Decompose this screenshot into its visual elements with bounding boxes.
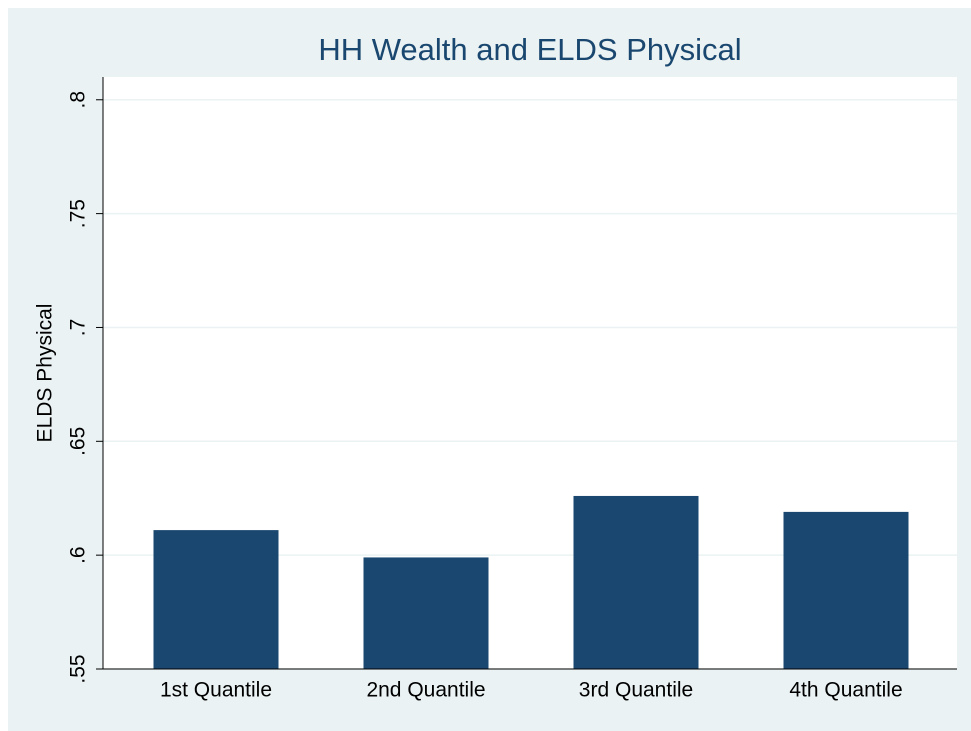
bar [573,495,699,669]
bar [363,557,489,669]
y-tick-label: .75 [67,199,90,228]
y-tick-label: .8 [67,91,90,109]
bar [153,530,279,669]
x-tick-label: 1st Quantile [160,679,272,702]
x-tick-label: 2nd Quantile [366,679,485,702]
x-tick-label: 4th Quantile [789,679,902,702]
chart-title: HH Wealth and ELDS Physical [318,32,741,67]
y-tick-label: .7 [67,319,90,337]
y-tick-label: .6 [67,546,90,564]
x-tick-label: 3rd Quantile [579,679,693,702]
y-tick-label: .55 [67,654,90,683]
bar [783,511,909,669]
y-tick-label: .65 [67,427,90,456]
y-axis-label: ELDS Physical [34,304,57,443]
